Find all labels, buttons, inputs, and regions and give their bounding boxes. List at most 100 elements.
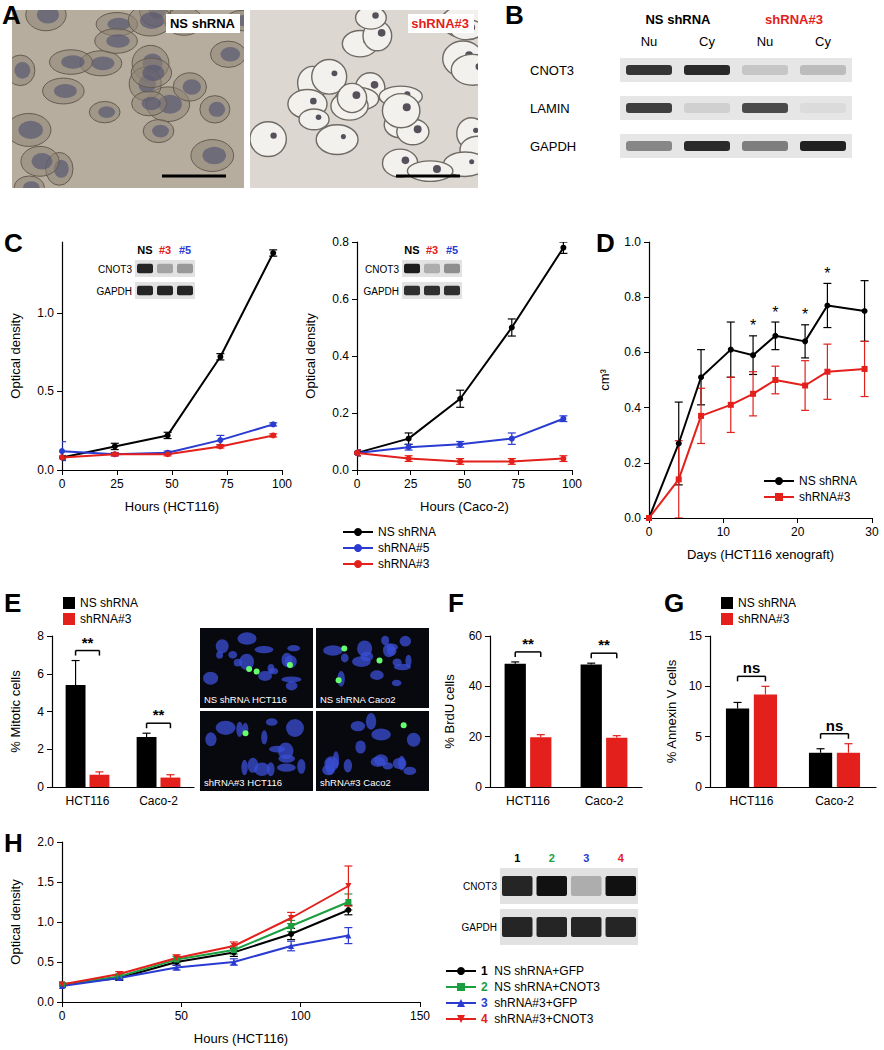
svg-text:shRNA#3: shRNA#3 [80,612,132,626]
svg-text:GAPDH: GAPDH [363,286,399,297]
svg-text:50: 50 [175,1009,189,1023]
svg-text:25: 25 [404,477,418,491]
svg-text:0.4: 0.4 [332,349,349,363]
svg-text:50: 50 [458,477,472,491]
svg-text:8: 8 [37,629,44,643]
svg-text:Caco-2: Caco-2 [815,794,854,808]
svg-text:40: 40 [469,679,483,693]
svg-text:15: 15 [689,629,703,643]
svg-text:NS shRNA: NS shRNA [378,525,436,539]
svg-text:100: 100 [562,477,582,491]
svg-text:0.8: 0.8 [624,290,641,304]
svg-text:#3: #3 [159,244,171,256]
svg-text:0.8: 0.8 [332,235,349,249]
svg-text:#5: #5 [179,244,191,256]
svg-text:0: 0 [354,477,361,491]
svg-text:0: 0 [37,780,44,794]
svg-text:10: 10 [689,679,703,693]
svg-text:6: 6 [37,667,44,681]
svg-text:0: 0 [59,477,66,491]
svg-text:**: ** [598,636,610,653]
svg-text:0: 0 [646,525,653,539]
svg-text:GAPDH: GAPDH [530,139,576,154]
svg-text:CNOT3: CNOT3 [463,881,497,892]
svg-text:4: 4 [618,852,625,864]
svg-text:Caco-2: Caco-2 [139,794,178,808]
svg-text:1.0: 1.0 [37,915,54,929]
svg-text:ns: ns [743,659,761,676]
svg-text:0.2: 0.2 [624,456,641,470]
svg-text:Hours (HCT116): Hours (HCT116) [194,1031,288,1046]
svg-text:Cy: Cy [699,34,715,49]
svg-text:NS shRNA HCT116: NS shRNA HCT116 [204,694,287,705]
svg-text:1.0: 1.0 [624,235,641,249]
svg-text:*: * [824,265,830,282]
svg-text:% BrdU cells: % BrdU cells [442,674,457,749]
svg-text:150: 150 [410,1009,430,1023]
svg-text:HCT116: HCT116 [730,794,774,808]
svg-text:100: 100 [291,1009,311,1023]
svg-text:60: 60 [469,629,483,643]
svg-text:LAMIN: LAMIN [530,101,570,116]
svg-text:0: 0 [475,780,482,794]
svg-text:NS shRNA: NS shRNA [738,596,796,610]
svg-text:CNOT3: CNOT3 [98,264,132,275]
svg-text:#5: #5 [446,244,458,256]
svg-text:**: ** [522,635,534,652]
svg-text:shRNA#3+CNOT3: shRNA#3+CNOT3 [488,1012,594,1026]
svg-text:1.5: 1.5 [37,875,54,889]
svg-text:75: 75 [220,477,234,491]
svg-text:HCT116: HCT116 [66,794,110,808]
svg-text:0.0: 0.0 [332,463,349,477]
svg-text:Days (HCT116 xenograft): Days (HCT116 xenograft) [687,547,834,562]
svg-text:NS shRNA+CNOT3: NS shRNA+CNOT3 [488,980,601,994]
svg-text:NS shRNA: NS shRNA [645,12,711,27]
svg-text:Cy: Cy [815,34,831,49]
svg-text:NS shRNA: NS shRNA [80,596,138,610]
svg-text:1.0: 1.0 [37,306,54,320]
svg-text:4: 4 [37,705,44,719]
svg-text:*: * [802,306,808,323]
svg-text:GAPDH: GAPDH [96,286,132,297]
svg-text:HCT116: HCT116 [506,794,550,808]
svg-text:50: 50 [165,477,179,491]
svg-text:25: 25 [110,477,124,491]
svg-text:0.0: 0.0 [37,995,54,1009]
svg-text:10: 10 [717,525,731,539]
svg-text:2.0: 2.0 [37,835,54,849]
svg-text:Optical density: Optical density [8,879,23,965]
svg-text:3: 3 [583,852,589,864]
svg-text:Hours (HCT116): Hours (HCT116) [125,499,219,514]
svg-text:20: 20 [791,525,805,539]
svg-text:**: ** [82,634,94,651]
svg-text:CNOT3: CNOT3 [365,264,399,275]
svg-text:0.5: 0.5 [37,955,54,969]
svg-text:NS: NS [404,244,419,256]
svg-text:0.6: 0.6 [332,292,349,306]
svg-text:75: 75 [512,477,526,491]
svg-text:Nu: Nu [757,34,774,49]
svg-text:0.4: 0.4 [624,401,641,415]
svg-text:0.2: 0.2 [332,406,349,420]
svg-text:100: 100 [272,477,292,491]
svg-text:2: 2 [549,852,555,864]
svg-text:Optical density: Optical density [303,313,318,399]
svg-text:0.6: 0.6 [624,345,641,359]
svg-text:**: ** [153,706,165,723]
svg-text:% Mitotic cells: % Mitotic cells [8,670,23,753]
svg-text:NS: NS [137,244,152,256]
svg-text:NS shRNA Caco2: NS shRNA Caco2 [320,694,396,705]
svg-text:shRNA#3: shRNA#3 [738,612,790,626]
svg-text:CNOT3: CNOT3 [530,63,574,78]
svg-text:shRNA#3: shRNA#3 [378,557,430,571]
svg-text:*: * [750,317,756,334]
svg-text:shRNA#5: shRNA#5 [378,541,430,555]
svg-text:NS shRNA: NS shRNA [799,474,857,488]
svg-text:0.0: 0.0 [37,463,54,477]
svg-text:Optical density: Optical density [8,313,23,399]
svg-text:shRNA#3: shRNA#3 [799,490,851,504]
svg-text:GAPDH: GAPDH [461,922,497,933]
svg-text:2: 2 [37,742,44,756]
svg-text:0: 0 [695,780,702,794]
svg-text:0: 0 [59,1009,66,1023]
